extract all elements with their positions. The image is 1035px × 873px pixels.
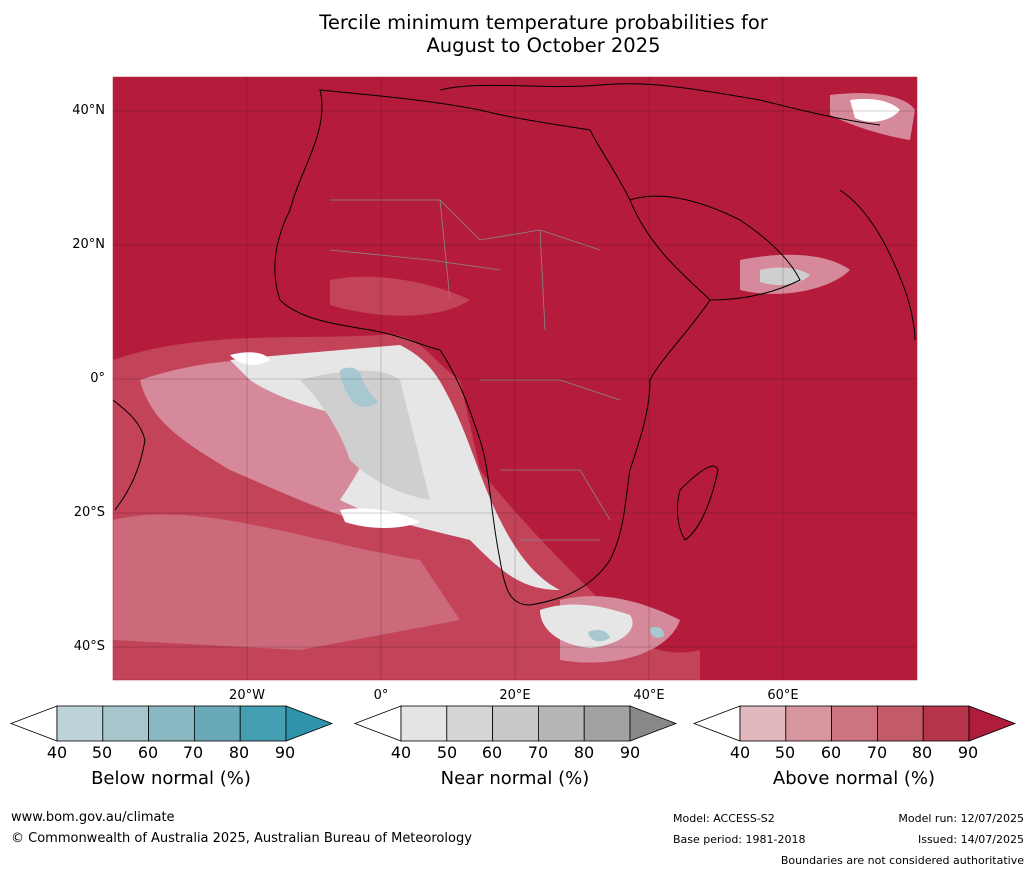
colorbar-above-normal [692,705,1017,742]
above-normal-sahel-region [330,276,470,316]
below-segment-3 [148,705,195,742]
below-tick-90: 90 [274,743,296,762]
near-segment-1 [400,705,448,742]
country-borders [329,199,621,541]
above-segment-5 [922,705,970,742]
madagascar-coastline [676,465,719,541]
below-segment-2 [102,705,150,742]
above-tick-40: 40 [729,743,751,762]
near-tick-40: 40 [390,743,412,762]
map-panel [113,77,917,680]
near-tick-60: 60 [481,743,503,762]
above-segment-1 [739,705,787,742]
below-lower-extension [9,705,58,742]
south-america-coastline [113,399,146,511]
near-upper-extension [629,705,678,742]
footer-model: Model: ACCESS-S2 [673,812,775,825]
footer-url: www.bom.gov.au/climate [11,810,175,825]
near-segment-2 [446,705,493,742]
colorbar-below-title: Below normal (%) [91,768,251,789]
lon-label-0: 0° [373,688,389,703]
lat-label-equator: 0° [90,371,105,386]
india-coastline [839,189,916,341]
arabian-peninsula-coastline [629,195,801,301]
colorbar-above-title: Above normal (%) [772,768,936,789]
below-tick-50: 50 [91,743,113,762]
near-normal-mid-region [300,370,430,500]
near-tick-90: 90 [619,743,641,762]
near-tick-50: 50 [436,743,458,762]
map-title-line-2: August to October 2025 [426,34,661,57]
near-tick-80: 80 [573,743,595,762]
near-segment-3 [492,705,539,742]
colorbar-below-normal [9,705,334,742]
below-upper-extension [285,705,334,742]
near-segment-4 [538,705,585,742]
above-tick-70: 70 [866,743,888,762]
below-tick-80: 80 [228,743,250,762]
below-tick-60: 60 [137,743,159,762]
white-atlantic-region [230,352,270,365]
lon-label-60e: 60°E [767,688,799,703]
lat-label-40n: 40°N [72,103,105,118]
below-normal-gulf-of-guinea-patch [340,367,378,407]
below-segment-4 [193,705,241,742]
africa-coastline [274,89,711,606]
footer-model-run: Model run: 12/07/2025 [898,812,1024,825]
below-segment-5 [239,705,287,742]
below-normal-south-patch [588,630,610,642]
europe-coastline [439,83,881,126]
above-upper-extension [968,705,1017,742]
above-segment-3 [831,705,878,742]
below-tick-70: 70 [182,743,204,762]
near-segment-5 [583,705,631,742]
above-tick-60: 60 [820,743,842,762]
above-tick-90: 90 [957,743,979,762]
near-lower-extension [353,705,402,742]
colorbar-near-title: Near normal (%) [440,768,590,789]
border-lines [329,199,621,541]
lon-label-40e: 40°E [633,688,665,703]
below-tick-40: 40 [46,743,68,762]
graticule [113,77,917,680]
near-tick-70: 70 [527,743,549,762]
below-segment-1 [56,705,104,742]
lon-label-20e: 20°E [499,688,531,703]
above-segment-4 [877,705,924,742]
white-southern-atlantic-region [340,508,420,528]
above-normal-southwest-region [113,514,460,650]
map-title-line-1: Tercile minimum temperature probabilitie… [319,11,768,34]
coastlines [113,83,916,606]
footer-copyright: © Commonwealth of Australia 2025, Austra… [11,831,472,846]
above-tick-50: 50 [774,743,796,762]
above-segment-2 [785,705,832,742]
above-tick-80: 80 [911,743,933,762]
lon-label-20w: 20°W [229,688,265,703]
footer-disclaimer: Boundaries are not considered authoritat… [780,854,1024,867]
below-normal-south-east-patch [650,626,664,638]
footer-issued: Issued: 14/07/2025 [917,833,1024,846]
map-frame [112,76,918,681]
above-lower-extension [692,705,741,742]
footer-base-period: Base period: 1981-2018 [673,833,806,846]
lat-label-20s: 20°S [73,505,105,520]
colorbar-near-normal [353,705,678,742]
white-northeast-region [850,98,900,122]
lat-label-40s: 40°S [73,639,105,654]
lat-label-20n: 20°N [72,237,105,252]
